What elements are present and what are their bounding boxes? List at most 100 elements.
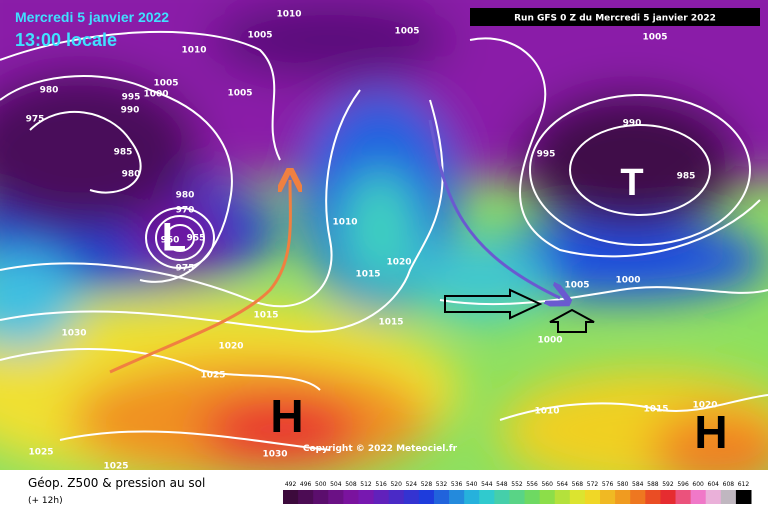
colorbar-label: 596 xyxy=(677,481,689,488)
isobar-label: 1010 xyxy=(276,10,301,20)
colorbar-label: 508 xyxy=(345,481,357,488)
isobar-label: 975 xyxy=(26,115,45,125)
isobar-label: 1020 xyxy=(386,258,411,268)
isobar-label: 985 xyxy=(114,148,133,158)
isobar-label: 980 xyxy=(122,170,141,180)
isobar-label: 1030 xyxy=(262,450,287,460)
colorbar-label: 556 xyxy=(526,481,538,488)
legend-title: Géop. Z500 & pression au sol xyxy=(28,476,205,490)
colorbar-swatch xyxy=(660,490,677,504)
isobar-label: 1005 xyxy=(394,27,419,37)
isobar-label: 1020 xyxy=(218,342,243,352)
colorbar-label: 576 xyxy=(602,481,614,488)
colorbar-swatch xyxy=(388,490,405,504)
isobar-label: 1025 xyxy=(28,448,53,458)
colorbar-label: 572 xyxy=(587,481,599,488)
pressure-center: H xyxy=(694,406,727,458)
colorbar-swatch xyxy=(675,490,692,504)
colorbar-swatch xyxy=(554,490,571,504)
isobar-label: 1005 xyxy=(564,281,589,291)
isobar-label: 1010 xyxy=(534,407,559,417)
isobar-label: 990 xyxy=(623,119,642,129)
colorbar-swatch xyxy=(358,490,375,504)
colorbar-label: 604 xyxy=(708,481,720,488)
isobar-label: 980 xyxy=(40,86,59,96)
isobar-label: 960 xyxy=(161,236,180,246)
isobar-label: 995 xyxy=(122,93,141,103)
arrow-cold xyxy=(428,119,560,298)
isobar-label: 1030 xyxy=(61,329,86,339)
colorbar-swatch xyxy=(433,490,450,504)
isobar-label: 1025 xyxy=(200,371,225,381)
colorbar-swatch xyxy=(449,490,465,504)
isobar-label: 1000 xyxy=(615,276,640,286)
colorbar-label: 500 xyxy=(315,481,327,488)
colorbar-label: 544 xyxy=(481,481,493,488)
pressure-center: T xyxy=(620,162,643,204)
legend-lead: (+ 12h) xyxy=(28,496,63,506)
isobar-label: 970 xyxy=(176,206,195,216)
isobars xyxy=(0,30,768,451)
colorbar-swatch xyxy=(464,490,480,504)
arrow-flow xyxy=(444,288,543,320)
isobar-label: 955 xyxy=(187,234,206,244)
colorbar-swatch xyxy=(539,490,556,504)
colorbar-label: 496 xyxy=(300,481,312,488)
colorbar-swatch xyxy=(720,490,737,504)
colorbar-swatch xyxy=(735,490,752,504)
run-info: Run GFS 0 Z du Mercredi 5 janvier 2022 xyxy=(514,14,716,24)
colorbar-swatch xyxy=(283,490,299,504)
isobar-label: 1015 xyxy=(355,270,380,280)
colorbar-label: 516 xyxy=(375,481,387,488)
pressure-center: H xyxy=(270,390,303,442)
colorbar-swatch xyxy=(373,490,390,504)
colorbar-label: 592 xyxy=(662,481,674,488)
colorbar-swatch xyxy=(343,490,359,504)
isobar-label: 1010 xyxy=(332,218,357,228)
colorbar-label: 600 xyxy=(692,481,704,488)
isobar-label: 990 xyxy=(121,106,140,116)
colorbar-label: 564 xyxy=(557,481,569,488)
arrow-warm xyxy=(109,180,290,374)
colorbar-swatch xyxy=(690,490,707,504)
colorbar-swatch xyxy=(600,490,616,504)
colorbar-label: 548 xyxy=(496,481,508,488)
colorbar-swatch xyxy=(584,490,601,504)
colorbar-label: 560 xyxy=(541,481,553,488)
colorbar-swatch xyxy=(403,490,420,504)
colorbar-swatch xyxy=(705,490,722,504)
colorbar-swatch xyxy=(509,490,526,504)
colorbar-label: 520 xyxy=(390,481,402,488)
colorbar-swatch xyxy=(418,490,435,504)
colorbar-swatch xyxy=(313,490,329,504)
isobar-label: 1015 xyxy=(378,318,403,328)
colorbar-swatch xyxy=(630,490,646,504)
map-time: 13:00 locale xyxy=(15,30,117,50)
isobar-label: 1005 xyxy=(247,31,272,41)
isobar-label: 1020 xyxy=(692,401,717,411)
isobar-label: 1005 xyxy=(153,79,178,89)
colorbar-label: 504 xyxy=(330,481,342,488)
colorbar-label: 608 xyxy=(723,481,735,488)
colorbar-label: 532 xyxy=(436,481,448,488)
colorbar-swatch xyxy=(494,490,510,504)
copyright: Copyright © 2022 Meteociel.fr xyxy=(303,444,458,454)
colorbar-label: 612 xyxy=(738,481,750,488)
isobar-label: 980 xyxy=(176,191,195,201)
isobar-label: 1000 xyxy=(143,90,168,100)
isobar-label: 1005 xyxy=(642,33,667,43)
colorbar-swatch xyxy=(615,490,631,504)
pressure-center: L xyxy=(162,216,186,260)
isobar-label: 1015 xyxy=(643,405,668,415)
run-box xyxy=(470,8,760,26)
isobar-label: 1025 xyxy=(103,462,128,472)
isobar-label: 1015 xyxy=(253,311,278,321)
colorbar-label: 552 xyxy=(511,481,523,488)
colorbar-swatch xyxy=(524,490,541,504)
colorbar-swatch xyxy=(479,490,495,504)
colorbar-label: 536 xyxy=(451,481,463,488)
colorbar-label: 492 xyxy=(285,481,297,488)
colorbar-swatch xyxy=(328,490,344,504)
